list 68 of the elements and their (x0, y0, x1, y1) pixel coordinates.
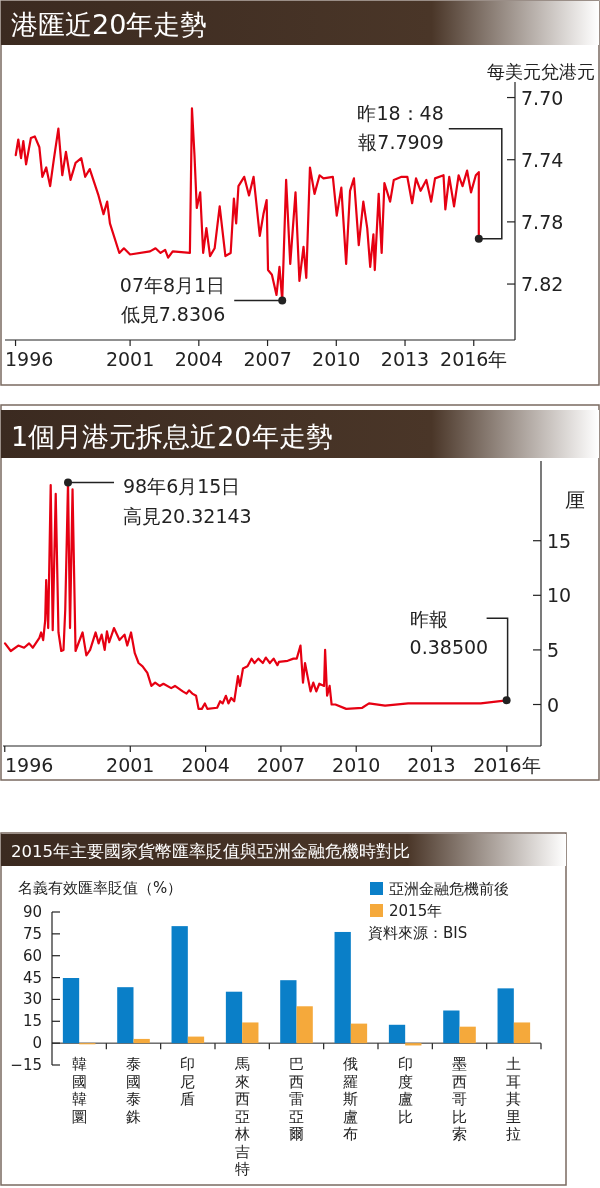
x-tick-label: 印尼盾 (180, 1055, 196, 1109)
x-tick-label: 2010 (332, 754, 381, 776)
x-tick-label: 2007 (243, 348, 292, 370)
x-tick-label: 泰國泰銖 (126, 1055, 141, 1126)
chart-title: 1個月港元拆息近20年走勢 (11, 421, 333, 452)
x-tick-label: 2004 (181, 754, 230, 776)
legend-label: 亞洲金融危機前後 (389, 880, 509, 898)
annotation: 07年8月1日低見7.8306 (119, 273, 226, 325)
y-tick-label: 30 (22, 990, 42, 1009)
annotation: 98年6月15日高見20.32143 (123, 474, 252, 527)
bar (225, 991, 243, 1044)
bar (388, 1024, 406, 1044)
y-tick-label: 15 (22, 1012, 42, 1031)
bar (242, 1022, 259, 1044)
y-tick-label: 0 (547, 693, 560, 716)
x-tick-label: 土耳其里拉 (506, 1055, 522, 1144)
y-tick-label: 7.70 (521, 86, 564, 109)
y-tick-label: 5 (547, 638, 560, 661)
x-tick-label: 俄羅斯盧布 (343, 1055, 359, 1144)
annotation: 昨報0.38500 (409, 608, 489, 659)
x-tick-label: 巴西雷亞爾 (289, 1055, 304, 1144)
bar (513, 1022, 531, 1044)
annotation: 資料來源：BIS (368, 924, 468, 942)
x-tick-label: 2010 (312, 348, 361, 370)
x-tick-label: 2016年 (473, 754, 541, 776)
y-tick-label: 7.82 (521, 273, 564, 296)
y-tick-label: −15 (10, 1056, 42, 1074)
x-tick-label: 2001 (105, 348, 155, 370)
y-tick-label: 60 (22, 946, 42, 965)
y-tick-label: 90 (22, 903, 42, 921)
bar (497, 988, 514, 1044)
y-tick-label: 75 (22, 924, 42, 943)
y-tick-label: 45 (22, 968, 42, 987)
x-tick-label: 印度盧比 (397, 1055, 413, 1126)
bar (117, 987, 134, 1044)
annotation: 昨18：48報7.7909 (357, 101, 444, 153)
x-tick-label: 1996 (5, 348, 54, 370)
x-tick-label: 2013 (407, 754, 456, 776)
y-axis-title: 名義有效匯率貶值（%） (18, 879, 183, 897)
chart-title: 港匯近20年走勢 (11, 9, 208, 40)
y-tick-label: 10 (547, 584, 572, 607)
x-tick-label: 馬來西亞林吉特 (233, 1055, 250, 1179)
x-tick-label: 2001 (106, 754, 155, 776)
bar (443, 1010, 460, 1044)
y-tick-label: 7.74 (521, 148, 564, 171)
legend-label: 2015年 (389, 902, 443, 920)
y-tick-label: 15 (547, 529, 572, 552)
bar (459, 1026, 476, 1044)
chart-title: 2015年主要國家貨幣匯率貶值與亞洲金融危機時對比 (11, 842, 410, 861)
x-tick-label: 2016年 (440, 348, 508, 370)
x-tick-label: 1996 (5, 754, 54, 776)
x-tick-label: 韓國韓圜 (71, 1055, 87, 1126)
bar (296, 1006, 313, 1044)
y-tick-label: 0 (32, 1034, 42, 1053)
x-tick-label: 2004 (174, 348, 224, 370)
bar (187, 1036, 205, 1044)
x-tick-label: 2007 (256, 754, 306, 776)
bar (62, 978, 80, 1044)
bar (171, 926, 188, 1044)
bar (133, 1038, 150, 1044)
bar (350, 1023, 368, 1044)
x-tick-label: 2013 (380, 348, 430, 370)
bar (280, 980, 297, 1044)
y-tick-label: 7.78 (521, 210, 564, 233)
y-axis-title: 厘 (565, 488, 585, 512)
x-tick-label: 墨西哥比索 (452, 1055, 467, 1144)
bar (334, 931, 351, 1044)
y-axis-title: 每美元兌港元 (487, 61, 595, 82)
